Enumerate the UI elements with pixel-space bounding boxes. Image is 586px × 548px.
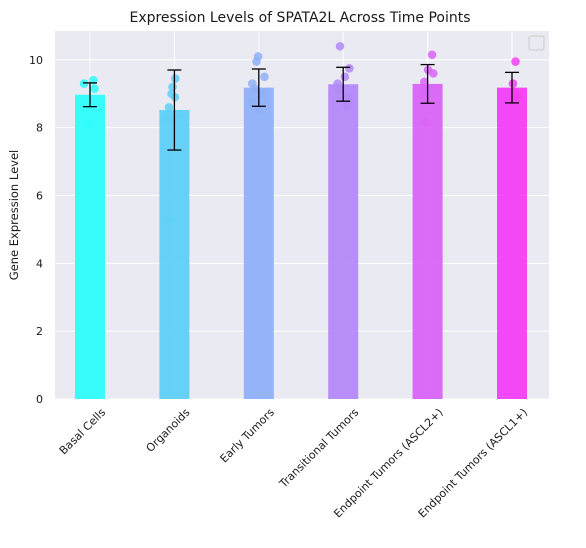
bar bbox=[497, 87, 527, 399]
errors-layer bbox=[83, 63, 519, 151]
data-point bbox=[84, 119, 94, 129]
bar bbox=[243, 87, 274, 399]
points-layer bbox=[79, 41, 523, 224]
x-tick-label: Basal Cells bbox=[57, 406, 109, 458]
data-point bbox=[342, 101, 352, 110]
data-point bbox=[340, 72, 350, 82]
chart-title: Expression Levels of SPATA2L Across Time… bbox=[129, 10, 470, 26]
data-point bbox=[247, 97, 257, 107]
data-point bbox=[511, 57, 520, 66]
data-point bbox=[420, 77, 429, 87]
y-tick-label: 8 bbox=[36, 122, 43, 135]
bar bbox=[159, 110, 190, 399]
y-tick-label: 2 bbox=[36, 325, 43, 338]
data-point bbox=[258, 89, 268, 99]
data-point bbox=[421, 118, 431, 127]
data-point bbox=[163, 113, 173, 122]
plot-background bbox=[55, 31, 549, 399]
data-point bbox=[250, 84, 260, 93]
y-tick-label: 4 bbox=[36, 257, 43, 270]
data-point bbox=[508, 79, 518, 88]
data-point bbox=[345, 64, 354, 73]
bar bbox=[75, 94, 105, 400]
y-tick-label: 6 bbox=[36, 189, 43, 202]
x-tick-label: Organoids bbox=[144, 406, 193, 455]
data-point bbox=[260, 72, 269, 82]
data-point bbox=[255, 106, 264, 116]
y-tick-label: 0 bbox=[36, 393, 43, 406]
data-point bbox=[165, 214, 175, 224]
bar bbox=[412, 83, 443, 400]
data-point bbox=[90, 84, 99, 93]
data-point bbox=[334, 86, 344, 95]
legend-box bbox=[528, 35, 545, 51]
data-point bbox=[333, 79, 342, 88]
data-point bbox=[428, 69, 438, 78]
y-axis-label: Gene Expression Level bbox=[7, 150, 21, 280]
data-point bbox=[252, 57, 261, 66]
data-point bbox=[175, 109, 185, 119]
y-tick-label: 10 bbox=[29, 54, 43, 67]
bars-layer bbox=[75, 83, 527, 400]
x-tick-label: Early Tumors bbox=[218, 406, 278, 466]
data-point bbox=[164, 103, 174, 112]
data-point bbox=[79, 79, 89, 88]
data-point bbox=[171, 74, 180, 83]
x-tick-label: Transitional Tumors bbox=[276, 406, 361, 491]
data-point bbox=[417, 91, 427, 100]
data-point bbox=[343, 92, 353, 102]
data-point bbox=[335, 41, 345, 51]
data-point bbox=[427, 50, 437, 60]
bar bbox=[328, 84, 359, 400]
